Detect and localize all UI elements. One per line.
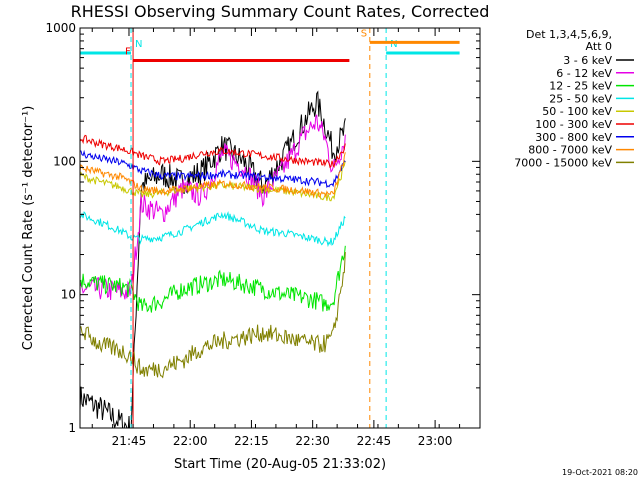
series-line-4 xyxy=(80,211,346,248)
legend-label-6: 100 - 300 keV xyxy=(535,118,612,131)
legend-label-3: 12 - 25 keV xyxy=(549,80,612,93)
series-line-2 xyxy=(80,114,346,301)
series-line-3 xyxy=(80,245,346,313)
marker-label-s-3: S xyxy=(361,28,367,39)
legend-label-7: 300 - 800 keV xyxy=(535,131,612,144)
series-line-5 xyxy=(80,160,346,202)
y-tick-label-2: 100 xyxy=(53,154,76,168)
y-tick-label-1: 10 xyxy=(61,288,76,302)
series-layer xyxy=(80,90,346,428)
y-tick-label-0: 1 xyxy=(68,421,76,435)
axis-ticks: 21:45 22:00 22:15 22:30 22:45 23:00 1 10 100 1000 xyxy=(45,21,480,448)
legend-label-5: 50 - 100 keV xyxy=(542,105,612,118)
plot-frame xyxy=(79,27,481,429)
footer-date: 19-Oct-2021 08:20 xyxy=(562,468,638,477)
x-tick-label-0: 21:45 xyxy=(112,434,147,448)
legend-header-0: Det 1,3,4,5,6,9, xyxy=(526,28,612,41)
y-axis-label-group: Corrected Count Rate (s⁻¹ detector⁻¹) xyxy=(21,106,36,351)
series-line-8 xyxy=(80,152,346,199)
marker-label-f-2: F xyxy=(125,47,131,58)
x-tick-label-4: 22:45 xyxy=(357,434,392,448)
x-tick-label-2: 22:15 xyxy=(234,434,269,448)
legend-header-1: Att 0 xyxy=(586,40,612,53)
legend-label-4: 25 - 50 keV xyxy=(549,92,612,105)
x-tick-label-1: 22:00 xyxy=(173,434,208,448)
legend-label-2: 6 - 12 keV xyxy=(556,67,612,80)
series-line-6 xyxy=(80,134,346,169)
series-line-9 xyxy=(80,251,346,379)
y-tick-label-3: 1000 xyxy=(45,21,76,35)
series-line-7 xyxy=(80,149,346,189)
legend-label-9: 7000 - 15000 keV xyxy=(514,156,612,169)
legend-label-8: 800 - 7000 keV xyxy=(528,144,612,157)
y-axis-label: Corrected Count Rate (s⁻¹ detector⁻¹) xyxy=(21,106,36,351)
x-tick-label-3: 22:30 xyxy=(295,434,330,448)
x-tick-label-5: 23:00 xyxy=(418,434,453,448)
marker-label-n-1: N xyxy=(390,39,397,50)
attenuator-markers: N NFS xyxy=(80,28,460,428)
chart-title: RHESSI Observing Summary Count Rates, Co… xyxy=(71,2,490,21)
x-axis-label: Start Time (20-Aug-05 21:33:02) xyxy=(174,457,386,472)
legend-label-1: 3 - 6 keV xyxy=(563,54,612,67)
marker-label-n-0: N xyxy=(135,39,142,50)
